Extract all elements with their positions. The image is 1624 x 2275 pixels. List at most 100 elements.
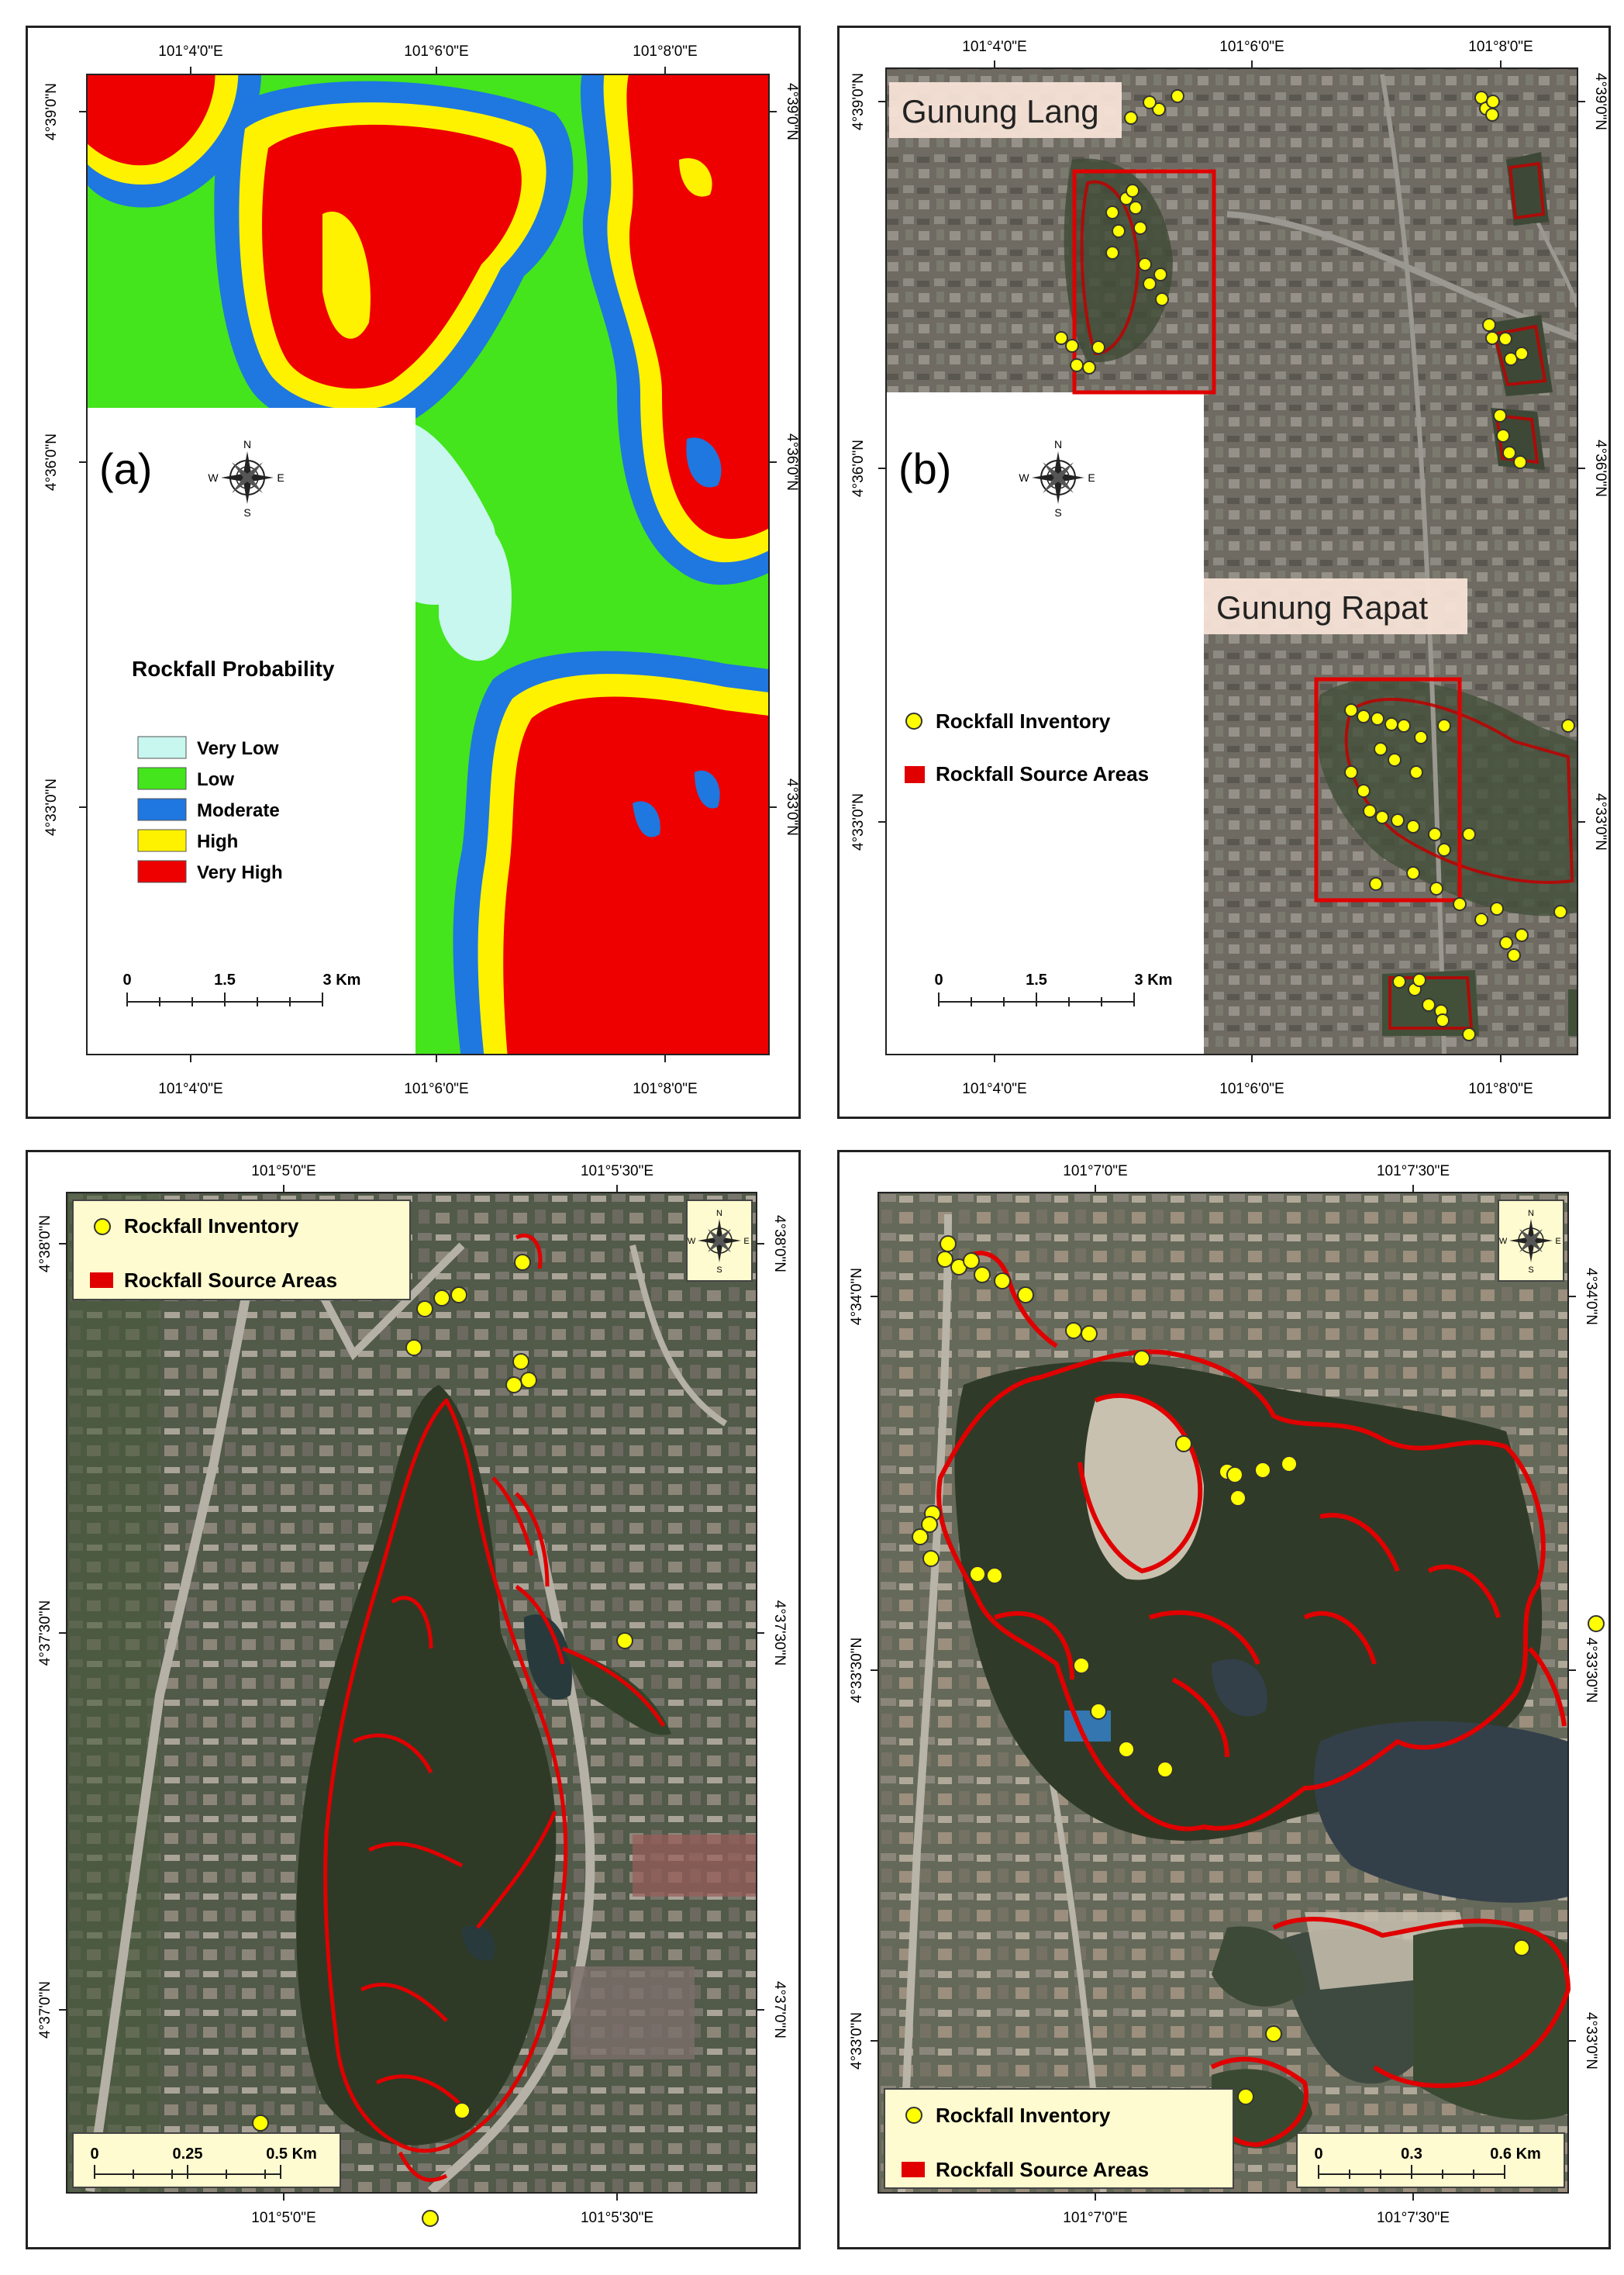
lat-right-label-3: 4°33'0"N: [784, 778, 798, 836]
inventory-point: [974, 1266, 991, 1283]
source-areas: [936, 1251, 1571, 2147]
inventory-point: [1553, 905, 1567, 919]
compass-s: S: [243, 506, 250, 519]
scale-end: 3 Km: [1135, 972, 1173, 989]
inventory-point: [1515, 347, 1529, 361]
lon-bottom-label-1: 101°7'0"E: [1063, 2210, 1127, 2226]
lat-right-label-1: 4°34'0"N: [1583, 1268, 1599, 1325]
inventory-point: [1561, 719, 1575, 733]
inventory-points: [912, 1235, 1605, 2105]
inventory-point: [1124, 111, 1138, 125]
legend-swatch-high: [137, 829, 187, 852]
compass-w: W: [688, 1237, 696, 1246]
scale-0: 0: [934, 972, 943, 989]
satellite-image: [878, 1193, 1568, 2193]
lat-left-label-3: 4°33'0"N: [43, 778, 60, 836]
lat-right-label-1: 4°39'0"N: [784, 83, 798, 140]
inventory-point: [450, 1286, 467, 1303]
inventory-point: [1152, 102, 1166, 116]
lat-right-label-2: 4°36'0"N: [1592, 440, 1608, 497]
inventory-point: [1138, 257, 1152, 271]
inventory-point: [1498, 332, 1512, 346]
inventory-point: [1409, 765, 1423, 779]
inventory-point: [1391, 813, 1405, 827]
inventory-point: [1485, 331, 1499, 345]
inventory-point: [1105, 246, 1119, 260]
panel-label: (a): [99, 444, 152, 493]
inventory-point: [1017, 1286, 1034, 1303]
panel-d-svg: N S E W Rockfall Inventory Rockfall Sour…: [849, 1163, 1605, 2226]
inventory-point: [1143, 277, 1157, 291]
inventory-point: [1157, 1761, 1174, 1778]
lat-left-label-2: 4°36'0"N: [850, 440, 867, 497]
inventory-point: [1105, 205, 1119, 219]
lat-left-label-3: 4°33'0"N: [850, 793, 867, 851]
scale-bar: [938, 993, 1135, 1006]
legend-source-label: Rockfall Source Areas: [936, 762, 1149, 785]
lon-bottom-label-2: 101°7'30"E: [1377, 2210, 1450, 2226]
inventory-point: [1357, 709, 1371, 723]
scale-end: 0.6 Km: [1490, 2146, 1541, 2163]
panel-b-svg: Gunung Lang Gunung Rapat 101°4'0"E 101°6…: [850, 39, 1608, 1097]
inventory-point: [1388, 753, 1402, 767]
panel-c-svg: Rockfall Inventory Rockfall Source Areas…: [37, 1163, 788, 2227]
inventory-point: [1474, 913, 1488, 927]
inventory-points: [1054, 89, 1575, 1041]
inventory-point: [1406, 866, 1420, 880]
scale-box: [72, 2132, 341, 2188]
inventory-point: [1357, 784, 1371, 798]
legend-inventory-symbol: [94, 1218, 111, 1235]
inventory-point: [1502, 446, 1516, 460]
inventory-point: [1226, 1466, 1243, 1483]
inventory-point: [1513, 1939, 1530, 1956]
lat-right-label-3: 4°37'0"N: [771, 1981, 788, 2039]
lat-left-label-2: 4°36'0"N: [43, 433, 60, 491]
lon-bottom-label-1: 101°5'0"E: [251, 2210, 315, 2226]
inventory-point: [922, 1550, 940, 1567]
lon-top-label-1: 101°7'0"E: [1063, 1163, 1127, 1179]
place-label-bg-1: [889, 82, 1122, 138]
panel-c-gunung-lang-detail: Rockfall Inventory Rockfall Source Areas…: [26, 1150, 801, 2249]
compass-e: E: [743, 1237, 749, 1246]
compass-w: W: [1019, 471, 1029, 484]
scale-end: 0.5 Km: [266, 2146, 317, 2163]
compass-n: N: [243, 438, 251, 451]
scale-mid: 1.5: [1026, 972, 1047, 989]
scale-bar: [126, 993, 323, 1006]
inventory-point: [969, 1566, 986, 1583]
panel-b-inventory-map: Gunung Lang Gunung Rapat 101°4'0"E 101°6…: [837, 26, 1611, 1119]
inventory-point: [1588, 1615, 1605, 1632]
inventory-point: [520, 1372, 537, 1389]
inventory-point: [1437, 843, 1451, 857]
legend-swatch-low: [137, 767, 187, 790]
compass-w: W: [1499, 1237, 1508, 1246]
compass-n: N: [1054, 438, 1062, 451]
probability-raster: [87, 74, 769, 1055]
inventory-point: [1507, 948, 1521, 962]
inventory-point: [1493, 409, 1507, 423]
legend-inventory-symbol: [905, 2107, 922, 2124]
inventory-point: [936, 1251, 953, 1268]
inventory-point: [1499, 936, 1513, 950]
inventory-point: [433, 1289, 450, 1307]
inventory-point: [1155, 292, 1169, 306]
lat-left-label-1: 4°38'0"N: [37, 1215, 53, 1272]
panel-label: (b): [898, 444, 951, 493]
lat-left-label-3: 4°37'0"N: [37, 1981, 53, 2039]
inventory-point: [963, 1252, 980, 1269]
lon-top-label-3: 101°8'0"E: [1468, 39, 1533, 55]
legend-area: [886, 392, 1204, 1055]
lat-right-label-2: 4°33'30"N: [1583, 1638, 1599, 1704]
lat-left-label-2: 4°33'30"N: [849, 1638, 865, 1704]
inventory-point: [1429, 882, 1443, 896]
lon-top-label-1: 101°4'0"E: [158, 43, 222, 60]
inventory-point: [514, 1254, 531, 1271]
inventory-point: [1237, 2088, 1254, 2105]
lon-top-label-1: 101°4'0"E: [962, 39, 1026, 55]
lat-right-label-3: 4°33'0"N: [1592, 793, 1608, 851]
scale-box: [1296, 2132, 1565, 2188]
inventory-point: [1384, 717, 1398, 731]
scale-0: 0: [1314, 2146, 1322, 2163]
lat-left-label-1: 4°39'0"N: [43, 83, 60, 140]
panel-d-gunung-rapat-detail: N S E W Rockfall Inventory Rockfall Sour…: [837, 1150, 1611, 2249]
